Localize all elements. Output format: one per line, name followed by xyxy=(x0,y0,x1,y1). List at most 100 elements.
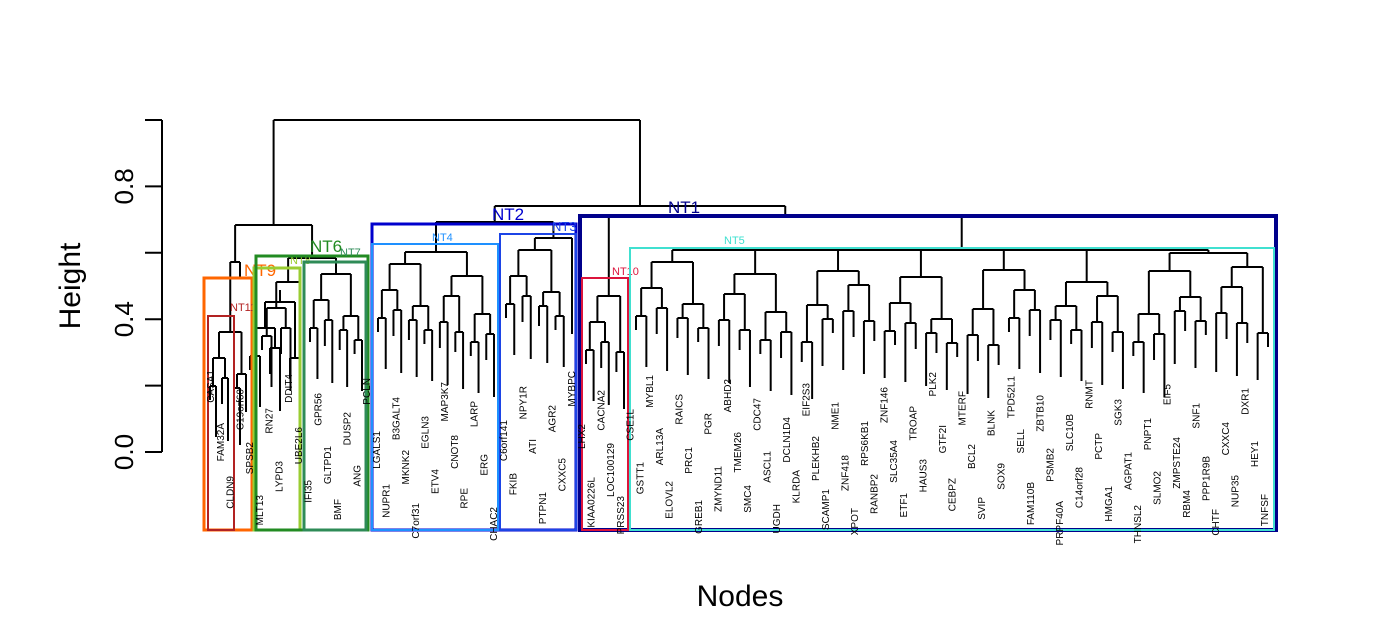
leaf-label-74: PLK2 xyxy=(928,372,939,397)
leaf-label-81: SOX9 xyxy=(997,463,1008,490)
leaf-label-72: TROAP xyxy=(909,406,920,441)
leaf-label-10: IFI35 xyxy=(304,480,315,503)
leaf-label-88: SLC10B xyxy=(1065,414,1076,452)
leaf-label-26: RPE xyxy=(460,488,471,509)
leaf-label-73: HAUS3 xyxy=(918,459,929,493)
cluster-box-nt5 xyxy=(629,247,1275,531)
leaf-label-32: NPY1R xyxy=(518,386,529,419)
leaf-label-89: C14orf28 xyxy=(1075,467,1086,509)
leaf-label-50: GREB1 xyxy=(694,500,705,534)
leaf-label-101: SNF1 xyxy=(1192,403,1203,429)
leaf-label-96: PNPT1 xyxy=(1143,418,1154,451)
leaf-label-42: PRSS23 xyxy=(616,496,627,535)
cluster-label-nt8: NT8 xyxy=(290,255,311,267)
leaf-label-94: AGPAT1 xyxy=(1123,452,1134,490)
leaf-label-80: BLNK xyxy=(987,410,998,436)
leaf-label-84: FAM110B xyxy=(1026,482,1037,525)
cluster-box-nt3 xyxy=(499,233,577,531)
leaf-label-43: CSE1L xyxy=(626,409,637,441)
cluster-label-nt2: NT2 xyxy=(492,205,524,224)
cluster-label-nt3: NT3 xyxy=(552,219,577,234)
leaf-label-30: C6orf141 xyxy=(499,420,510,462)
leaf-label-54: TMEM26 xyxy=(733,432,744,473)
leaf-label-6: RN27 xyxy=(265,408,276,434)
leaf-label-15: ANG xyxy=(352,465,363,487)
leaf-label-33: ATI xyxy=(528,439,539,454)
leaf-label-100: RBM4 xyxy=(1182,490,1193,518)
leaf-label-28: ERG xyxy=(479,454,490,476)
leaf-label-76: CEBPZ xyxy=(948,478,959,511)
leaf-label-45: MYBL1 xyxy=(645,375,656,408)
leaf-label-71: ETF1 xyxy=(899,493,910,518)
leaf-label-59: DCLN1D4 xyxy=(782,417,793,463)
leaf-label-105: NUP35 xyxy=(1231,475,1242,508)
leaf-label-3: C19orf60 xyxy=(235,389,246,431)
leaf-label-75: GTF2I xyxy=(938,425,949,453)
leaf-label-23: ETV4 xyxy=(431,469,442,494)
cluster-label-nt6: NT6 xyxy=(310,237,342,256)
y-axis: 0.0 0.4 0.8 xyxy=(109,119,163,470)
leaf-label-99: ZMPSTE24 xyxy=(1172,437,1183,489)
leaf-label-2: CLDN9 xyxy=(226,476,237,509)
leaf-label-0: CASA1 xyxy=(206,370,217,403)
leaf-label-9: UBE2L6 xyxy=(294,427,305,465)
leaf-label-5: MLT13 xyxy=(255,495,266,526)
cluster-label-nt1: NT1 xyxy=(668,198,700,217)
leaf-label-85: ZBTB10 xyxy=(1036,395,1047,432)
leaf-label-63: SCAMP1 xyxy=(821,489,832,531)
leaf-label-82: TPD52L1 xyxy=(1006,376,1017,419)
leaf-label-108: TNFSF xyxy=(1260,494,1271,526)
leaf-label-56: CDC47 xyxy=(753,398,764,431)
cluster-label-nt4: NT4 xyxy=(432,232,453,244)
cluster-box-nt10 xyxy=(581,277,629,531)
leaf-label-69: ZNF146 xyxy=(879,387,890,424)
leaf-label-67: RPS6KB1 xyxy=(860,421,871,466)
leaf-label-102: PPP1R9B xyxy=(1201,456,1212,501)
cluster-label-nt5: NT5 xyxy=(724,235,745,247)
leaf-label-31: FKIB xyxy=(509,473,520,496)
leaf-label-53: ABHD2 xyxy=(723,379,734,413)
leaf-label-57: ASCL1 xyxy=(762,451,773,483)
leaf-label-97: SLMO2 xyxy=(1153,471,1164,505)
leaf-label-1: FAM32A xyxy=(216,423,227,462)
cluster-label-nt11: NT11 xyxy=(230,302,256,314)
leaf-label-64: NME1 xyxy=(831,402,842,430)
leaf-label-62: PLEKHB2 xyxy=(811,436,822,481)
leaf-label-40: CACNA2 xyxy=(596,390,607,431)
leaf-label-91: PCTP xyxy=(1094,433,1105,460)
leaf-label-11: GPR56 xyxy=(313,393,324,426)
leaf-label-66: XPOT xyxy=(850,508,861,535)
leaf-label-65: ZNF418 xyxy=(840,455,851,492)
leaf-label-27: LARP xyxy=(470,401,481,427)
leaf-label-7: LYPD3 xyxy=(274,461,285,492)
leaf-label-79: SVIP xyxy=(977,497,988,520)
leaf-label-44: GSTT1 xyxy=(635,462,646,495)
leaf-label-106: DXR1 xyxy=(1241,388,1252,415)
leaf-label-52: ZMYND11 xyxy=(714,466,725,512)
leaf-label-95: THNSL2 xyxy=(1133,505,1144,544)
leaf-label-103: CHTF xyxy=(1211,509,1222,536)
leaf-label-78: BCL2 xyxy=(967,444,978,469)
leaf-label-48: RAICS xyxy=(674,394,685,425)
leaf-label-20: MKNK2 xyxy=(401,450,412,485)
leaf-label-51: PGR xyxy=(704,413,715,435)
y-axis-title: Height xyxy=(54,242,87,329)
leaf-label-38: LHX2 xyxy=(577,424,588,449)
cluster-box-nt7 xyxy=(302,260,368,532)
x-axis-title: Nodes xyxy=(697,580,784,613)
y-tick-label-2: 0.8 xyxy=(109,168,139,204)
cluster-label-nt9: NT9 xyxy=(244,261,276,280)
leaf-label-98: EIF5 xyxy=(1162,384,1173,406)
leaf-label-68: RANBP2 xyxy=(870,474,881,514)
leaf-label-104: CXXC4 xyxy=(1221,422,1232,456)
dendrogram-tree xyxy=(209,119,1269,445)
leaf-label-92: HMGA1 xyxy=(1104,486,1115,522)
leaf-label-47: ELOVL2 xyxy=(665,481,676,519)
leaf-label-61: EIF2S3 xyxy=(801,383,812,417)
leaf-label-86: PSMB2 xyxy=(1045,448,1056,482)
y-tick-label-0: 0.0 xyxy=(109,434,139,470)
leaf-label-18: NUPR1 xyxy=(382,484,393,518)
leaf-label-19: B3GALT4 xyxy=(391,397,402,441)
leaf-label-22: EGLN3 xyxy=(421,416,432,449)
